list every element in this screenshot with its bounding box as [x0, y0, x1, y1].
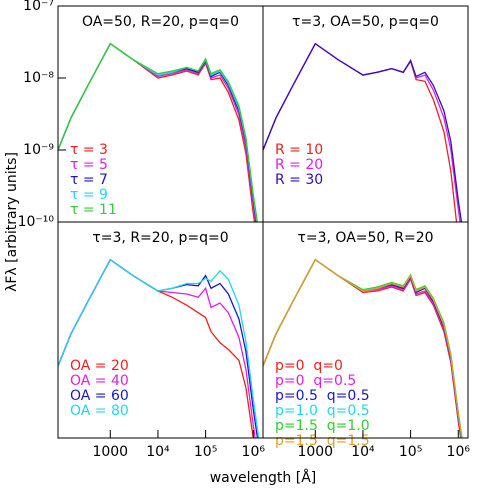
legend-entry: OA = 20: [70, 358, 129, 374]
legend-entry: R = 20: [275, 157, 323, 173]
plot-area: [263, 258, 463, 438]
legend-entry: p=0.5 q=0.5: [275, 388, 370, 404]
legend-entry: p=1.0 q=0.5: [275, 403, 370, 419]
legend-entry: OA = 60: [70, 388, 129, 404]
panel-title: τ=3, R=20, p=q=0: [92, 230, 228, 246]
y-tick-label: 10⁻⁹: [23, 142, 54, 158]
legend-entry: R = 30: [275, 172, 323, 188]
legend-entry: τ = 11: [70, 202, 117, 218]
y-tick-label: 10⁻¹⁰: [18, 214, 55, 230]
series-line: [263, 258, 463, 438]
series-line: [263, 42, 463, 222]
panel-title: OA=50, R=20, p=q=0: [82, 14, 239, 30]
plot-area: [58, 258, 260, 438]
legend-entry: τ = 5: [70, 157, 108, 173]
x-tick-label: 10⁶: [242, 444, 266, 460]
legend-entry: OA = 80: [70, 403, 129, 419]
y-axis-label: λFλ [arbitrary units]: [4, 152, 20, 292]
panel-title: τ=3, OA=50, p=q=0: [292, 14, 439, 30]
legend-entry: p=1.5 q=1.0: [275, 418, 370, 434]
x-tick-label: 10⁵: [399, 444, 422, 460]
legend-entry: p=1.5 q=1.5: [275, 433, 370, 449]
x-axis-label: wavelength [Å]: [210, 469, 317, 486]
panel-frame: [262, 5, 469, 223]
legend-entry: R = 10: [275, 142, 323, 158]
x-tick-label: 10⁴: [351, 444, 375, 460]
x-tick-label: 1000: [92, 444, 128, 460]
x-tick-label: 10⁴: [146, 444, 170, 460]
legend-entry: p=0 q=0.5: [275, 373, 356, 389]
series-line: [58, 258, 260, 438]
x-tick-label: 10⁶: [447, 444, 471, 460]
panel-frame: [262, 221, 469, 439]
x-tick-label: 10⁵: [194, 444, 217, 460]
y-tick-label: 10⁻⁷: [23, 0, 54, 14]
panel-title: τ=3, OA=50, R=20: [297, 230, 433, 246]
legend-entry: τ = 3: [70, 142, 108, 158]
series-line: [58, 42, 259, 222]
y-tick-label: 10⁻⁸: [23, 70, 54, 86]
plot-area: [58, 42, 259, 222]
x-tick-label: 1000: [297, 444, 333, 460]
legend-entry: τ = 9: [70, 187, 108, 203]
plot-area: [263, 42, 463, 222]
legend-entry: OA = 40: [70, 373, 129, 389]
legend-entry: τ = 7: [70, 172, 108, 188]
legend-entry: p=0 q=0: [275, 358, 343, 374]
